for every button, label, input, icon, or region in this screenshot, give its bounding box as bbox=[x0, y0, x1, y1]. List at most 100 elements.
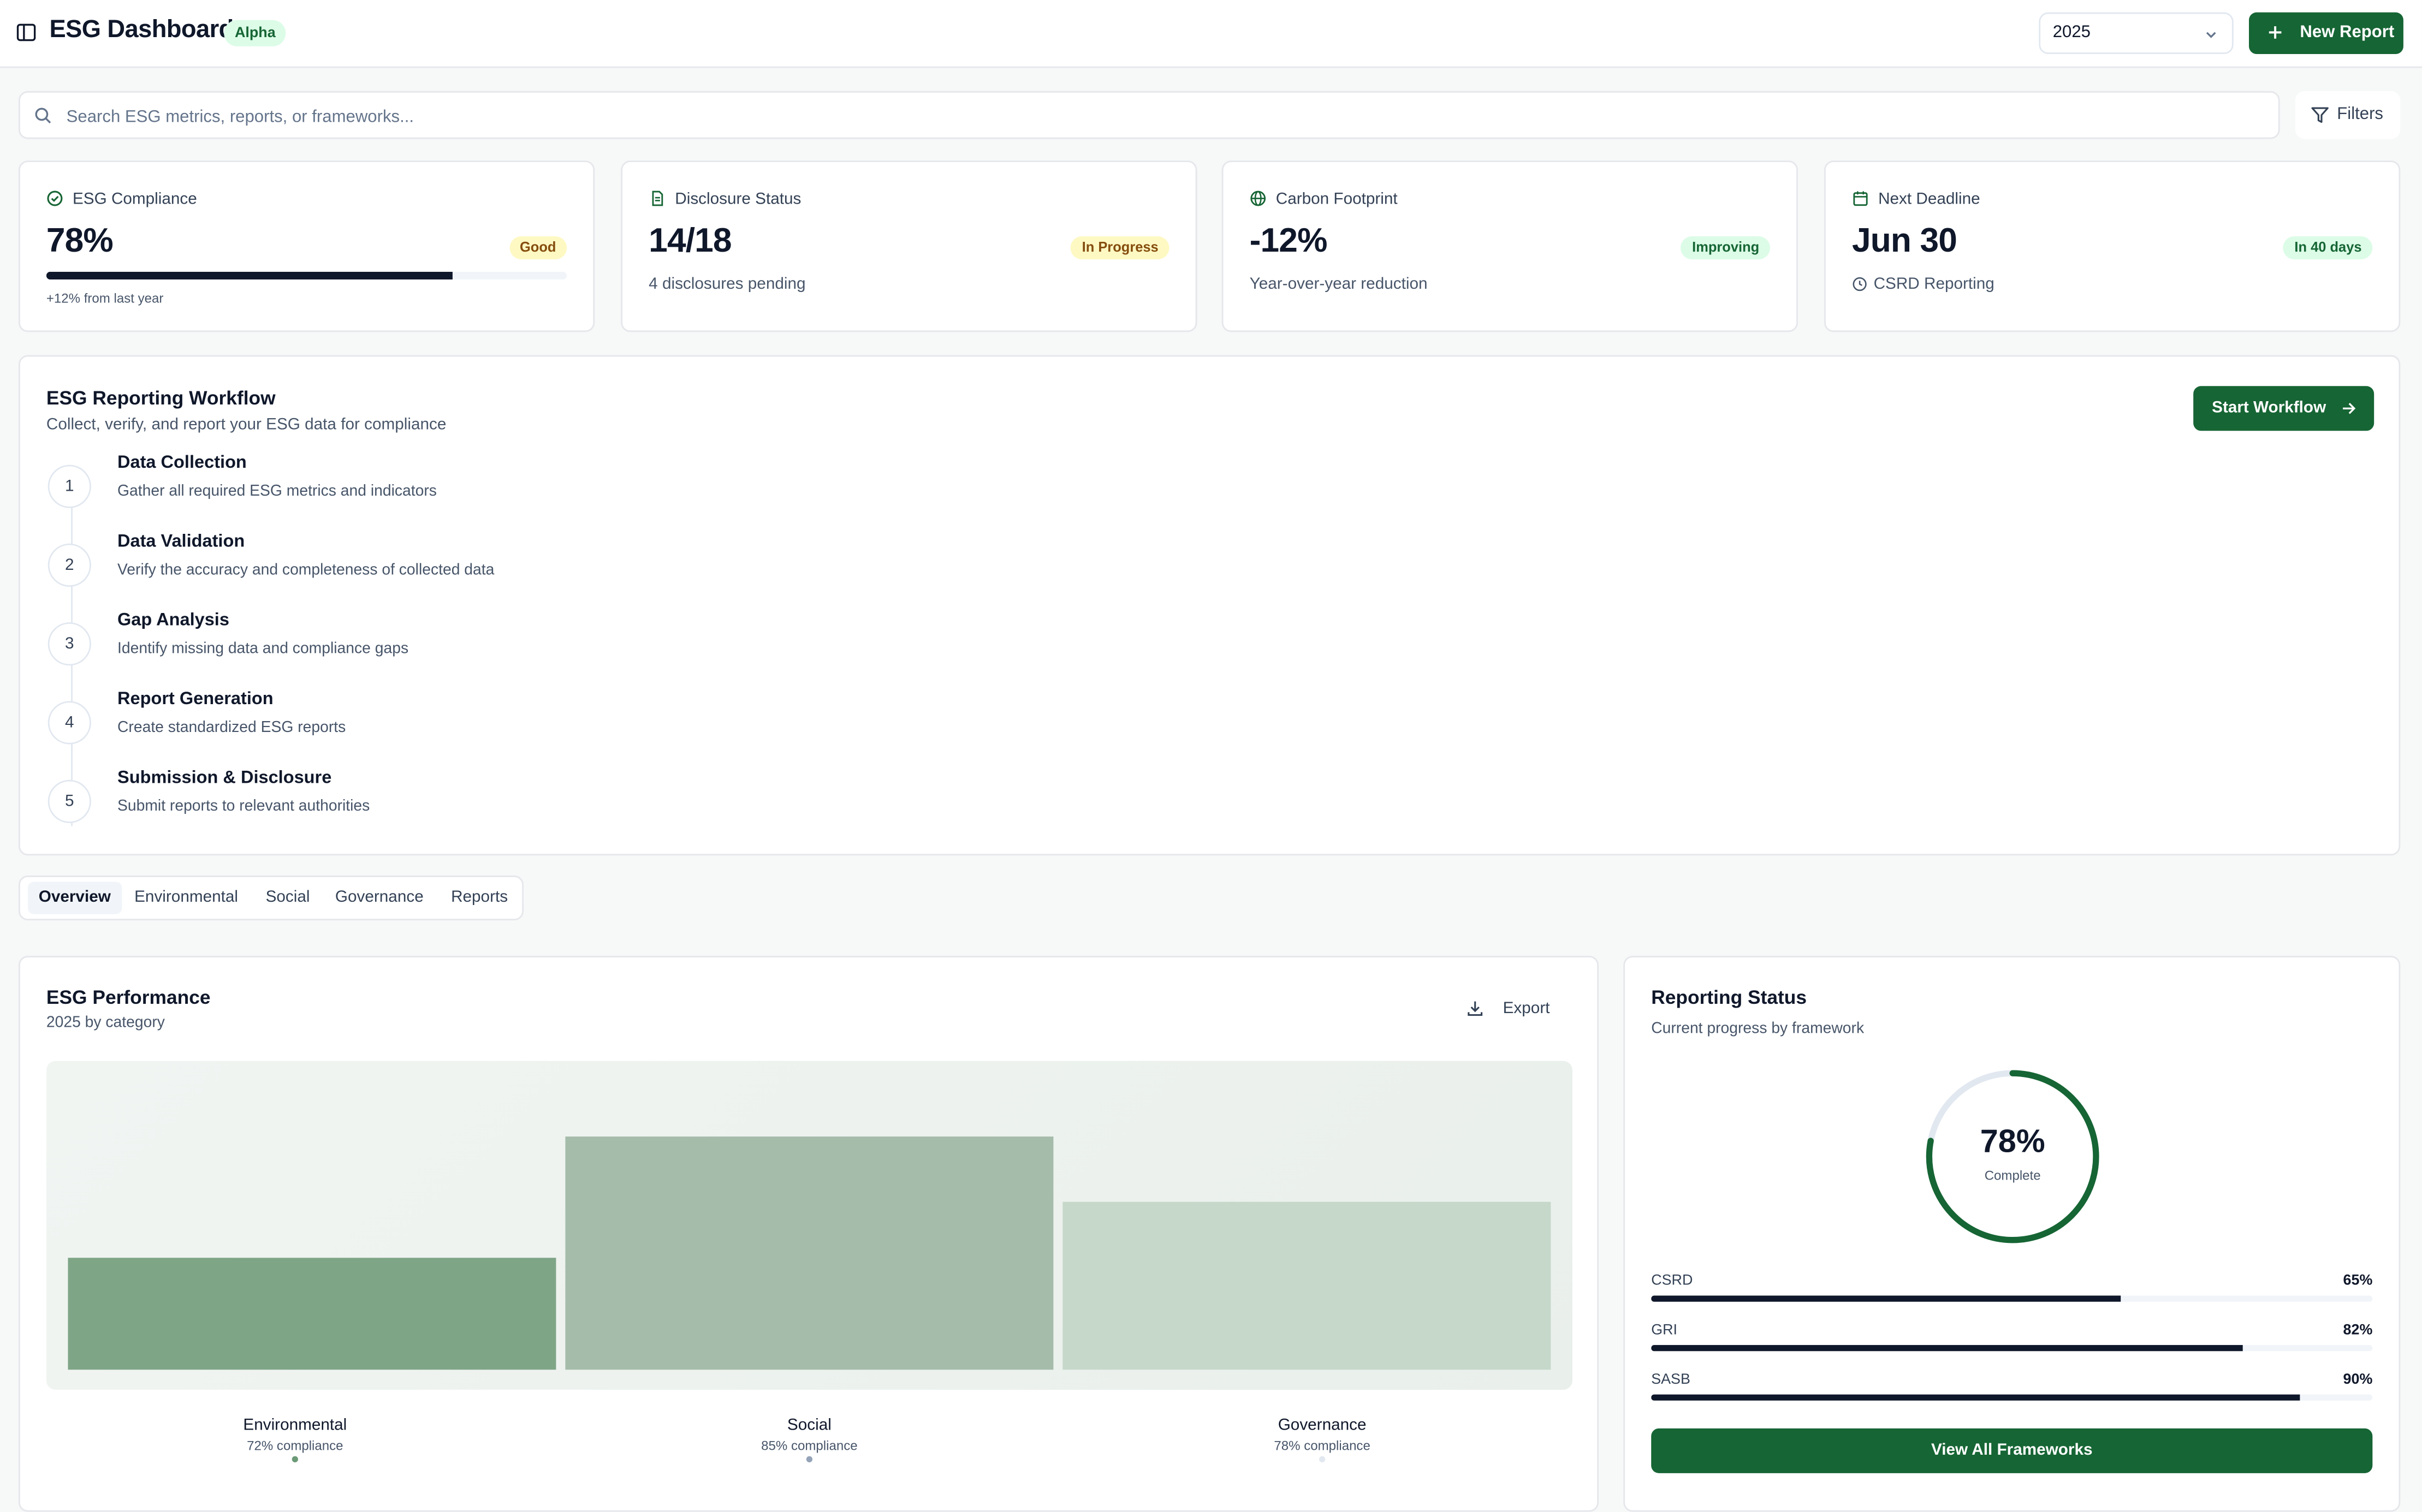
workflow-step[interactable]: 5 Submission & Disclosure Submit reports… bbox=[46, 769, 973, 842]
framework-percent: 90% bbox=[2343, 1371, 2373, 1389]
step-desc: Gather all required ESG metrics and indi… bbox=[117, 483, 437, 501]
bar-governance[interactable] bbox=[1062, 1201, 1551, 1370]
stat-note: +12% from last year bbox=[46, 290, 164, 306]
stat-card-carbon: Carbon Footprint -12% Improving Year-ove… bbox=[1221, 160, 1798, 332]
stat-note-row: CSRD Reporting bbox=[1852, 275, 1994, 294]
framework-bar-fill bbox=[1651, 1345, 2243, 1352]
stat-note: 4 disclosures pending bbox=[649, 275, 806, 294]
framework-percent: 82% bbox=[2343, 1321, 2373, 1339]
workflow-step[interactable]: 4 Report Generation Create standardized … bbox=[46, 690, 973, 763]
chevron-down-icon bbox=[2206, 32, 2216, 38]
step-name: Data Collection bbox=[117, 454, 247, 473]
search-bar bbox=[18, 91, 2280, 139]
stat-label: Carbon Footprint bbox=[1275, 189, 1398, 209]
stat-label: Disclosure Status bbox=[675, 189, 802, 209]
category-value: 78% compliance bbox=[1274, 1437, 1370, 1454]
category-name: Social bbox=[787, 1416, 832, 1435]
step-number: 2 bbox=[48, 543, 91, 587]
framework-row: SASB 90% bbox=[1651, 1371, 2373, 1402]
chart-category: Governance 78% compliance bbox=[1168, 1416, 1477, 1463]
sidebar-toggle-icon[interactable] bbox=[15, 22, 37, 44]
stat-note: CSRD Reporting bbox=[1873, 275, 1994, 294]
workflow-title: ESG Reporting Workflow bbox=[46, 388, 276, 409]
status-badge: Improving bbox=[1681, 236, 1771, 260]
stat-value: Jun 30 bbox=[1851, 221, 1957, 260]
tab-overview[interactable]: Overview bbox=[27, 882, 122, 914]
top-header: ESG Dashboard Alpha 2025 New Report bbox=[0, 0, 2422, 68]
status-badge: In Progress bbox=[1071, 236, 1170, 260]
category-name: Governance bbox=[1278, 1416, 1367, 1435]
alpha-badge: Alpha bbox=[224, 20, 287, 46]
framework-bar bbox=[1651, 1295, 2373, 1302]
globe-icon bbox=[1250, 191, 1266, 206]
tab-environmental[interactable]: Environmental bbox=[134, 888, 239, 907]
start-workflow-button[interactable]: Start Workflow bbox=[2193, 386, 2374, 431]
search-input[interactable] bbox=[63, 99, 2232, 135]
status-badge: In 40 days bbox=[2283, 236, 2373, 260]
framework-bar-fill bbox=[1651, 1394, 2301, 1401]
step-number: 3 bbox=[48, 622, 91, 666]
step-desc: Verify the accuracy and completeness of … bbox=[117, 562, 495, 579]
tab-governance[interactable]: Governance bbox=[335, 888, 424, 907]
performance-title: ESG Performance bbox=[46, 986, 211, 1009]
workflow-step[interactable]: 2 Data Validation Verify the accuracy an… bbox=[46, 533, 973, 605]
stat-note: Year-over-year reduction bbox=[1249, 275, 1428, 294]
performance-chart bbox=[46, 1061, 1572, 1390]
filters-label: Filters bbox=[2337, 105, 2384, 124]
performance-card: ESG Performance 2025 by category Export … bbox=[18, 956, 1599, 1512]
stat-value: 14/18 bbox=[649, 221, 732, 260]
framework-bar-fill bbox=[1651, 1295, 2120, 1302]
new-report-button[interactable]: New Report bbox=[2249, 12, 2403, 55]
clock-icon bbox=[1853, 277, 1867, 291]
stat-label: ESG Compliance bbox=[72, 189, 197, 209]
reporting-status-card: Reporting Status Current progress by fra… bbox=[1623, 956, 2401, 1512]
category-value: 72% compliance bbox=[247, 1437, 343, 1454]
bar-environmental[interactable] bbox=[68, 1258, 556, 1370]
start-workflow-label: Start Workflow bbox=[2212, 398, 2326, 417]
category-value: 85% compliance bbox=[761, 1437, 858, 1454]
arrow-right-icon bbox=[2343, 403, 2356, 414]
step-desc: Submit reports to relevant authorities bbox=[117, 798, 370, 815]
step-number: 5 bbox=[48, 779, 91, 823]
reporting-subtitle: Current progress by framework bbox=[1651, 1020, 1865, 1038]
workflow-subtitle: Collect, verify, and report your ESG dat… bbox=[46, 415, 447, 434]
tab-reports[interactable]: Reports bbox=[451, 888, 508, 907]
bar-social[interactable] bbox=[565, 1136, 1054, 1370]
status-badge: Good bbox=[509, 236, 567, 260]
filters-button[interactable]: Filters bbox=[2295, 91, 2401, 139]
workflow-card: ESG Reporting Workflow Collect, verify, … bbox=[18, 355, 2401, 856]
step-name: Data Validation bbox=[117, 533, 245, 551]
stat-value: -12% bbox=[1249, 221, 1328, 260]
donut-percent: 78% bbox=[1980, 1124, 2045, 1160]
framework-name: GRI bbox=[1651, 1321, 1677, 1339]
compliance-progress-bar bbox=[46, 271, 567, 280]
tab-social[interactable]: Social bbox=[265, 888, 310, 907]
category-name: Environmental bbox=[243, 1416, 347, 1435]
stat-card-disclosure: Disclosure Status 14/18 In Progress 4 di… bbox=[621, 160, 1197, 332]
stat-label: Next Deadline bbox=[1878, 189, 1980, 209]
view-all-frameworks-button[interactable]: View All Frameworks bbox=[1651, 1428, 2373, 1473]
filter-icon bbox=[2311, 107, 2329, 123]
stat-card-deadline: Next Deadline Jun 30 In 40 days CSRD Rep… bbox=[1824, 160, 2401, 332]
framework-row: GRI 82% bbox=[1651, 1321, 2373, 1353]
workflow-step[interactable]: 3 Gap Analysis Identify missing data and… bbox=[46, 611, 973, 684]
year-value: 2025 bbox=[2052, 23, 2091, 42]
workflow-step[interactable]: 1 Data Collection Gather all required ES… bbox=[46, 454, 973, 527]
category-dot bbox=[806, 1456, 813, 1463]
donut-label: Complete bbox=[1984, 1167, 2041, 1183]
progress-donut bbox=[1926, 1070, 2099, 1243]
donut-progress-arc bbox=[1926, 1070, 2099, 1243]
stat-value: 78% bbox=[46, 221, 114, 260]
framework-name: SASB bbox=[1651, 1371, 1690, 1389]
category-dot bbox=[1319, 1456, 1326, 1463]
step-number: 1 bbox=[48, 465, 91, 508]
document-icon bbox=[652, 191, 663, 206]
stat-card-compliance: ESG Compliance 78% Good +12% from last y… bbox=[18, 160, 595, 332]
chart-category: Social 85% compliance bbox=[655, 1416, 964, 1463]
step-name: Gap Analysis bbox=[117, 611, 229, 630]
tab-list: Overview Environmental Social Governance… bbox=[18, 876, 524, 921]
year-select[interactable]: 2025 bbox=[2039, 12, 2234, 55]
step-name: Report Generation bbox=[117, 690, 274, 709]
calendar-icon bbox=[1853, 191, 1868, 206]
compliance-progress-fill bbox=[46, 271, 453, 280]
